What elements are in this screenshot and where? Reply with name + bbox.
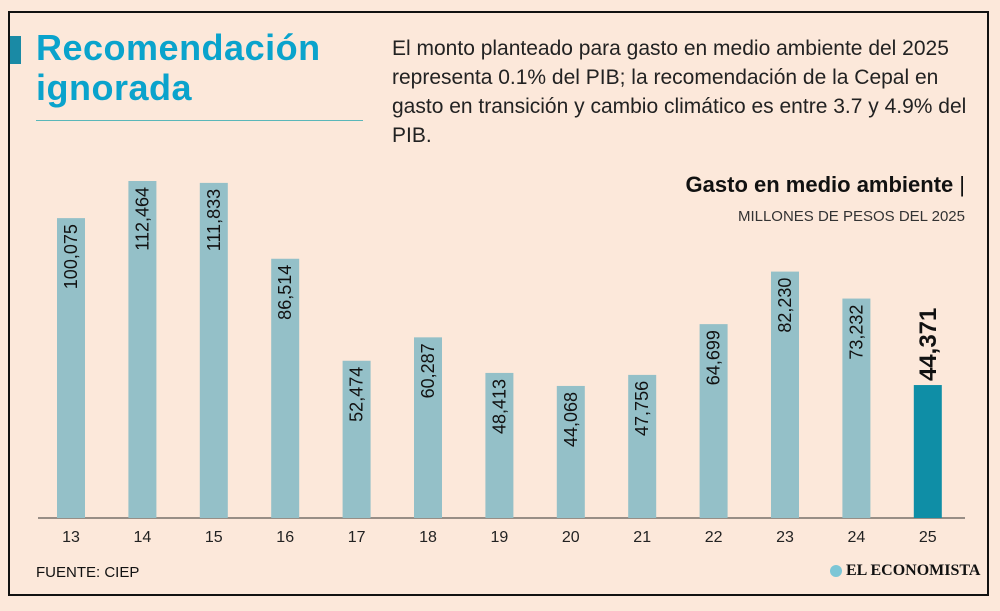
bar-20 (556, 385, 585, 518)
bar-23 (771, 271, 799, 518)
bar-19 (485, 372, 514, 518)
logo-icon (830, 565, 842, 577)
x-tick-label: 21 (633, 529, 651, 546)
data-label: 86,514 (275, 265, 295, 320)
x-tick-label: 15 (205, 529, 223, 546)
data-label: 100,075 (61, 224, 81, 289)
frame (8, 11, 989, 596)
logo-text: EL ECONOMISTA (846, 562, 981, 579)
x-tick-label: 17 (348, 529, 366, 546)
bar-15 (199, 182, 228, 518)
bar-18 (414, 337, 442, 518)
x-tick-label: 16 (276, 529, 294, 546)
x-tick-label: 25 (919, 529, 937, 546)
x-tick-label: 23 (776, 529, 794, 546)
bar-21 (628, 374, 657, 518)
source: FUENTE: CIEP (36, 564, 140, 581)
x-tick-label: 18 (419, 529, 437, 546)
x-tick-label: 20 (562, 529, 580, 546)
page-title: Recomendación ignorada (36, 27, 321, 108)
data-label: 60,287 (418, 343, 438, 398)
logo: EL ECONOMISTA (830, 562, 980, 580)
data-label: 82,230 (775, 278, 795, 333)
x-tick-label: 13 (62, 529, 80, 546)
data-label: 44,068 (561, 392, 581, 447)
bar-17 (342, 360, 371, 518)
data-label: 52,474 (347, 367, 367, 422)
bar-25 (913, 385, 942, 518)
chart-unit: MILLONES DE PESOS DEL 2025 (737, 208, 965, 225)
data-label: 44,371 (915, 308, 942, 381)
bar-22 (699, 324, 728, 518)
data-label: 64,699 (704, 330, 724, 385)
chart-title-text: Gasto en medio ambiente (685, 172, 954, 197)
x-tick-label: 14 (134, 529, 152, 546)
x-tick-label: 19 (491, 529, 509, 546)
data-label: 48,413 (489, 379, 509, 434)
x-tick-label: 24 (848, 529, 866, 546)
title-divider (36, 120, 363, 121)
data-label: 112,464 (132, 187, 152, 251)
chart-title: Gasto en medio ambiente | (685, 172, 965, 197)
title-accent (10, 36, 21, 64)
data-label: 111,833 (204, 189, 224, 251)
bar-14 (128, 181, 157, 518)
data-label: 73,232 (846, 305, 866, 360)
bar-24 (842, 298, 871, 518)
bar-16 (271, 258, 300, 518)
description: El monto planteado para gasto en medio a… (392, 37, 967, 147)
x-tick-label: 22 (705, 529, 723, 546)
data-label: 47,756 (632, 381, 652, 436)
bar-13 (57, 218, 85, 518)
